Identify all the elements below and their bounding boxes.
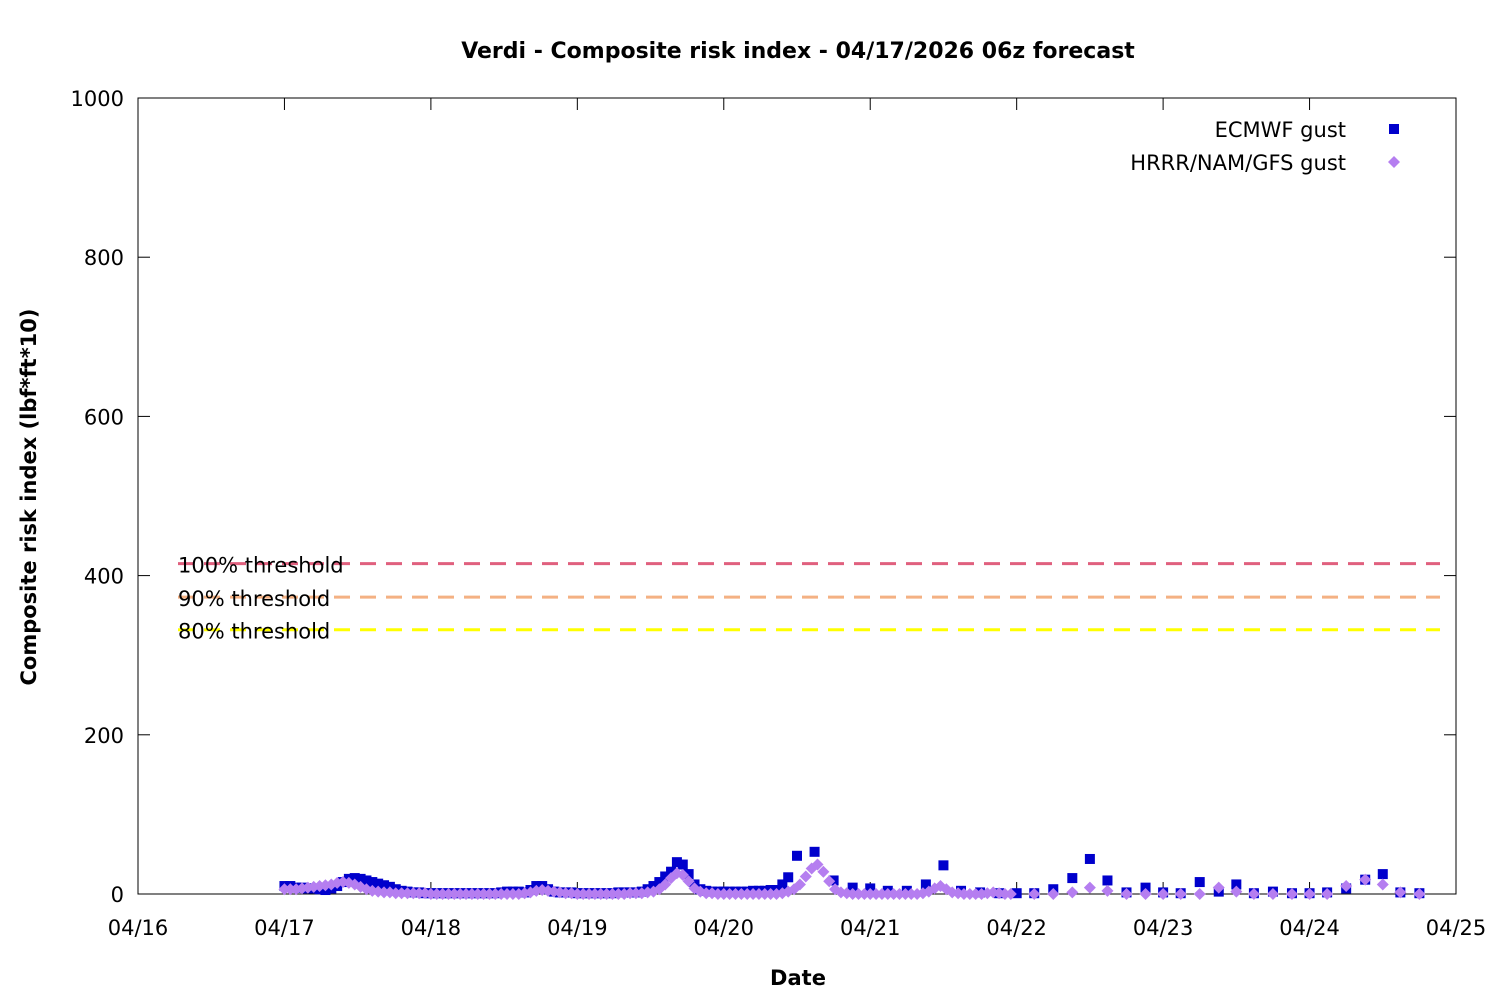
ecmwf-point [777, 879, 788, 890]
y-tick-label: 200 [84, 724, 124, 748]
legend-label: ECMWF gust [1215, 118, 1346, 142]
y-axis: 0 200 400 600 800 1000 [71, 87, 1456, 907]
y-tick-label: 400 [84, 565, 124, 589]
x-axis: 04/16 04/17 04/18 04/19 04/20 04/21 04/22 04/23… [108, 98, 1487, 940]
threshold-label: 80% threshold [178, 620, 330, 644]
threshold-label: 90% threshold [178, 587, 330, 611]
hrrr-point [1120, 888, 1133, 900]
legend-marker-diamond [1388, 156, 1400, 168]
hrrr-point [676, 868, 689, 881]
plot-area [137, 97, 1457, 895]
ecmwf-point [1067, 873, 1078, 884]
plot-border [137, 97, 1457, 895]
hrrr-point [1340, 880, 1353, 893]
hrrr-point [1266, 888, 1279, 900]
hrrr-point [1139, 888, 1152, 900]
ecmwf-point [938, 860, 949, 871]
ecmwf-point [792, 850, 802, 861]
hrrr-point [1101, 884, 1114, 897]
x-tick-label: 04/19 [547, 916, 608, 940]
hrrr-point [817, 865, 830, 878]
x-tick-label: 04/24 [1279, 916, 1340, 940]
legend-label: HRRR/NAM/GFS gust [1130, 151, 1346, 175]
x-tick-label: 04/20 [694, 916, 755, 940]
y-tick-label: 800 [84, 246, 124, 270]
y-tick-label: 1000 [71, 87, 124, 111]
hrrr-point [1212, 881, 1225, 894]
ecmwf-point [1194, 877, 1205, 888]
hrrr-point [1157, 888, 1170, 900]
ecmwf-point [1084, 853, 1095, 864]
ecmwf-point [847, 882, 858, 893]
hrrr-point [1413, 888, 1426, 900]
hrrr-point [1376, 878, 1389, 891]
hrrr-point [1285, 888, 1298, 900]
ecmwf-point [1011, 888, 1022, 899]
ecmwf-point [683, 869, 694, 880]
y-axis-label: Composite risk index (lbf*ft*10) [17, 308, 41, 685]
x-tick-label: 04/16 [108, 916, 169, 940]
hrrr-point [1230, 885, 1243, 898]
hrrr-point [1359, 873, 1372, 886]
ecmwf-point [654, 877, 665, 888]
ecmwf-point [1231, 879, 1242, 890]
ecmwf-point [1377, 869, 1388, 880]
legend: ECMWF gust HRRR/NAM/GFS gust [1130, 118, 1400, 175]
hrrr-point [1193, 888, 1206, 900]
hrrr-point [682, 875, 695, 888]
y-tick-label: 0 [111, 883, 124, 907]
ecmwf-point [677, 859, 688, 870]
hrrr-point [659, 878, 672, 891]
hrrr-point [1028, 888, 1041, 900]
x-axis-label: Date [770, 966, 826, 990]
hrrr-point [799, 870, 812, 883]
hrrr-point [1303, 888, 1316, 900]
x-tick-label: 04/18 [401, 916, 462, 940]
hrrr-point [1066, 886, 1079, 899]
hrrr-point [793, 878, 806, 891]
ecmwf-point [666, 866, 677, 877]
ecmwf-point [379, 880, 390, 891]
threshold-label: 100% threshold [178, 554, 344, 578]
ecmwf-point [809, 846, 820, 857]
ecmwf-point [373, 878, 384, 889]
data-series [278, 846, 1426, 900]
hrrr-point [823, 875, 836, 888]
ecmwf-point [361, 875, 372, 886]
x-tick-label: 04/25 [1426, 916, 1487, 940]
ecmwf-point [660, 871, 671, 882]
ecmwf-point [367, 877, 378, 888]
threshold-lines: 100% threshold 90% threshold 80% threshold [178, 554, 1440, 644]
ecmwf-point [355, 873, 366, 884]
series-1 [278, 858, 1426, 900]
hrrr-point [1174, 888, 1187, 900]
x-tick-label: 04/23 [1133, 916, 1194, 940]
ecmwf-point [1102, 875, 1113, 886]
ecmwf-point [783, 872, 794, 883]
ecmwf-point [349, 873, 360, 884]
hrrr-point [1394, 886, 1407, 899]
hrrr-point [1321, 888, 1334, 900]
ecmwf-point [1140, 882, 1151, 893]
x-tick-label: 04/17 [254, 916, 315, 940]
hrrr-point [1004, 888, 1017, 900]
hrrr-point [811, 858, 824, 871]
ecmwf-point [920, 879, 931, 890]
y-tick-label: 600 [84, 405, 124, 429]
chart-title: Verdi - Composite risk index - 04/17/202… [461, 39, 1135, 64]
legend-marker-square [1389, 124, 1399, 134]
x-tick-label: 04/22 [986, 916, 1047, 940]
hrrr-point [1083, 881, 1096, 894]
x-tick-label: 04/21 [840, 916, 901, 940]
ecmwf-point [671, 857, 682, 868]
hrrr-point [1247, 888, 1260, 900]
hrrr-point [1047, 888, 1060, 900]
